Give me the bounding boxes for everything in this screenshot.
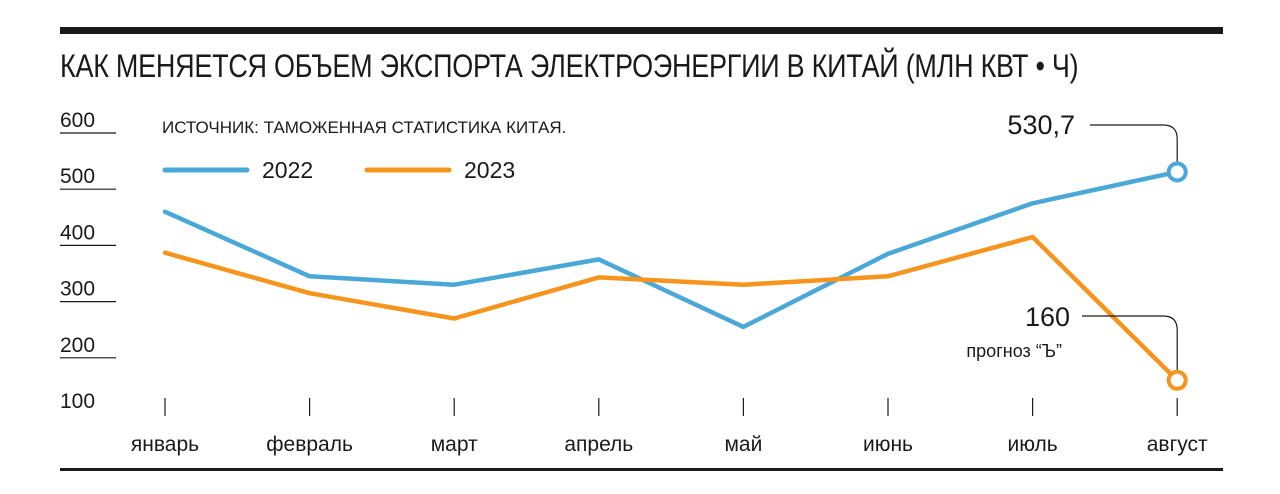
- bottom-rule: [60, 468, 1223, 471]
- series-line-2022: [162, 169, 1180, 330]
- callouts: 530,7 160 прогноз “Ъ”: [966, 110, 1188, 391]
- y-tick-label: 600: [60, 109, 95, 132]
- series-lines: [162, 169, 1180, 383]
- y-tick-label: 500: [60, 165, 95, 188]
- x-tick-label: апрель: [564, 433, 633, 456]
- x-tick-label: январь: [131, 433, 199, 456]
- y-axis: 600 500 400 300 200 100: [60, 109, 116, 413]
- x-tick-label: июнь: [863, 433, 913, 456]
- y-tick-label: 400: [60, 221, 95, 244]
- x-axis: январь февраль март апрель май июнь июль август: [131, 398, 1208, 456]
- callout-value-2022: 530,7: [1007, 110, 1075, 140]
- series-line-2023: [162, 234, 1180, 383]
- x-tick-label: февраль: [266, 433, 353, 456]
- legend: 2022 2023: [162, 157, 515, 183]
- legend-label-2022: 2022: [262, 157, 313, 183]
- top-rule: [60, 27, 1223, 34]
- source-note: ИСТОЧНИК: ТАМОЖЕННАЯ СТАТИСТИКА КИТАЯ.: [162, 118, 566, 137]
- chart-title: КАК МЕНЯЕТСЯ ОБЪЕМ ЭКСПОРТА ЭЛЕКТРОЭНЕРГ…: [60, 48, 1079, 84]
- data-point-marker-2022: [1166, 161, 1188, 183]
- y-tick-label: 300: [60, 278, 95, 301]
- callout-leader-2023: [1082, 315, 1178, 371]
- y-tick-label: 200: [60, 334, 95, 357]
- callout-value-2023: 160: [1025, 302, 1070, 332]
- callout-leader-2022: [1090, 124, 1178, 162]
- legend-label-2023: 2023: [464, 157, 515, 183]
- x-tick-label: июль: [1007, 433, 1057, 456]
- y-tick-label: 100: [60, 390, 95, 413]
- callout-note-2023: прогноз “Ъ”: [966, 341, 1062, 361]
- data-point-marker-2023: [1166, 369, 1188, 391]
- x-tick-label: август: [1147, 433, 1208, 456]
- x-tick-label: март: [431, 433, 478, 456]
- x-tick-label: май: [724, 433, 762, 456]
